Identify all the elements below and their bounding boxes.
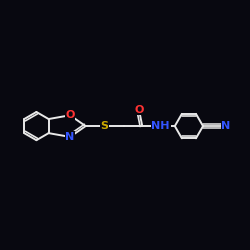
Text: N: N xyxy=(65,132,74,142)
Text: O: O xyxy=(134,105,144,115)
Text: N: N xyxy=(221,121,230,131)
Text: S: S xyxy=(101,121,109,131)
Text: O: O xyxy=(65,110,75,120)
Text: NH: NH xyxy=(152,121,170,131)
